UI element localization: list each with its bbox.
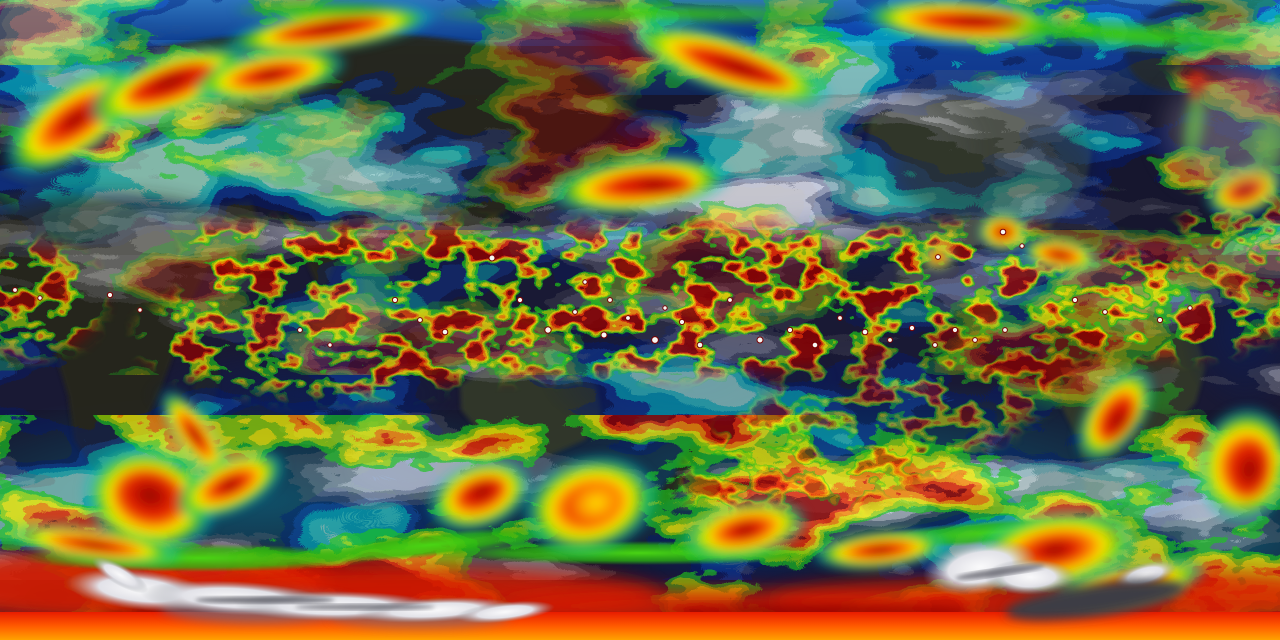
convective-core-dot	[1187, 305, 1193, 311]
cloud-masses	[65, 75, 1280, 628]
convective-core-dot	[441, 328, 449, 336]
convective-core-dot	[572, 309, 578, 315]
convective-core-dot	[1002, 327, 1008, 333]
convective-core-dot	[582, 279, 588, 285]
storm-core	[455, 474, 509, 510]
convective-core-dot	[887, 337, 893, 343]
storm-yellow-core	[566, 480, 626, 526]
storm-cell	[681, 497, 809, 563]
storm-core	[1096, 393, 1140, 447]
white-southern-ocean-storm	[65, 556, 555, 628]
storm-tail	[5, 523, 185, 567]
tropical-convection-cores	[12, 228, 1193, 349]
convective-core-dot	[678, 318, 686, 326]
convective-core-dot	[861, 328, 869, 336]
convective-core-dot	[756, 336, 764, 344]
convective-core-dot	[37, 295, 43, 301]
storm-cell	[159, 388, 231, 482]
arctic-green-streak	[230, 2, 410, 18]
dark-gray-comma-cloud	[1005, 579, 1185, 621]
convective-core-dot	[297, 327, 303, 333]
storm-core	[270, 15, 390, 41]
convective-core-dot	[1019, 243, 1025, 249]
convective-core-dot	[786, 326, 794, 334]
convective-core-dot	[417, 317, 423, 323]
cloud-texture-streak	[195, 596, 335, 604]
storm-core	[110, 464, 190, 526]
convective-core-dot	[137, 307, 143, 313]
convective-core-dot	[662, 305, 668, 311]
green-rim-streak	[310, 527, 550, 563]
storm-core	[610, 171, 700, 199]
convective-core-dot	[972, 337, 978, 343]
convective-core-dot	[544, 326, 552, 334]
convective-core-dot	[488, 254, 496, 262]
convective-core-dot	[625, 315, 631, 321]
hurricane-eye-dot	[935, 254, 941, 260]
storm-cell	[174, 449, 286, 521]
convective-core-dot	[932, 342, 938, 348]
convective-core-dot	[811, 341, 819, 349]
hurricane-eye-dot	[999, 228, 1007, 236]
storm-core	[1224, 435, 1276, 505]
mauve-cloud-atlantic	[1170, 75, 1280, 185]
storm-core	[682, 45, 798, 91]
convective-core-dot	[600, 331, 608, 339]
convective-core-dot	[727, 297, 733, 303]
white-cloud-lobe	[455, 600, 555, 624]
convective-core-dot	[1102, 309, 1108, 315]
white-cloud-hook	[91, 556, 149, 594]
cloud-texture-streak	[955, 564, 1045, 580]
storm-core	[122, 59, 218, 105]
arctic-green-streak	[420, 4, 860, 24]
convective-core-dot	[607, 297, 613, 303]
white-cloud-mass-south-pacific	[922, 538, 1185, 621]
convective-core-dot	[516, 296, 524, 304]
convective-core-dot	[391, 296, 399, 304]
convective-core-dot	[1071, 296, 1079, 304]
convective-core-dot	[696, 341, 704, 349]
cloud-texture-streak	[295, 604, 435, 610]
convective-core-dot	[327, 342, 333, 348]
storm-cell	[1020, 235, 1100, 275]
storm-cell	[810, 529, 950, 571]
convective-core-dot	[908, 324, 916, 332]
convective-core-dot	[12, 287, 18, 293]
storm-cell	[191, 45, 349, 105]
convective-core-dot	[1156, 316, 1164, 324]
convective-core-dot	[837, 315, 843, 321]
convective-core-dot	[651, 336, 659, 344]
convective-core-dot	[951, 326, 959, 334]
arctic-green-streak	[980, 19, 1280, 51]
convective-core-dot	[106, 291, 114, 299]
